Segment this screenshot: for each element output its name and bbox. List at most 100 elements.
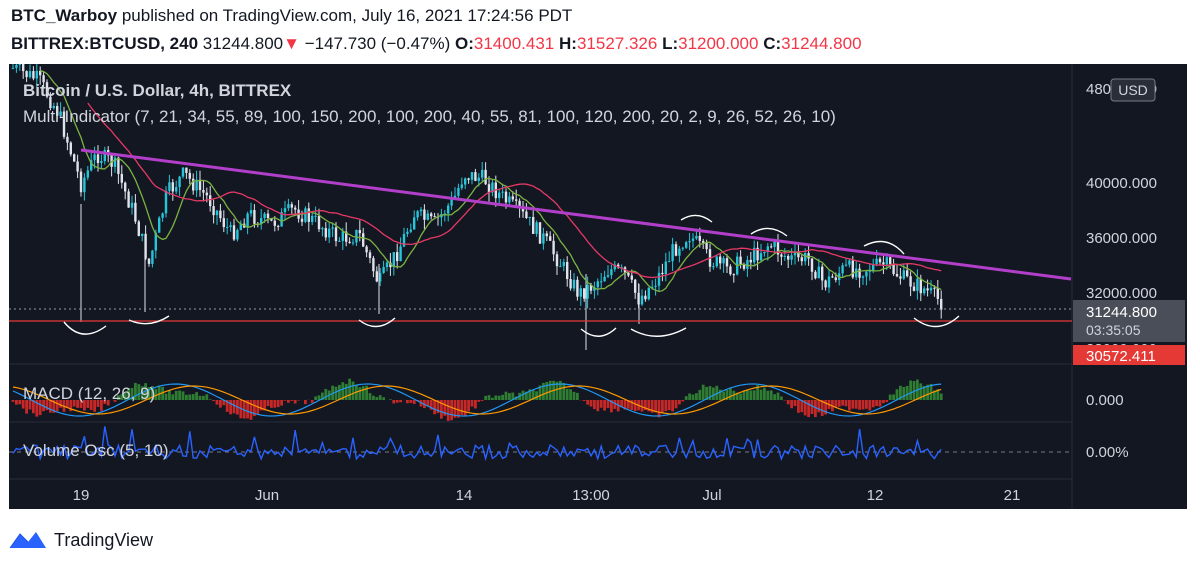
macd-bar <box>287 400 290 403</box>
macd-bar <box>246 400 249 419</box>
macd-bar <box>276 400 280 408</box>
macd-bar <box>130 387 134 400</box>
candle-body <box>209 195 212 207</box>
macd-bar <box>341 382 345 400</box>
candle-body <box>90 160 93 171</box>
macd-bar <box>358 387 362 400</box>
candle-body <box>277 225 280 227</box>
macd-label[interactable]: MACD (12, 26, 9) <box>23 384 156 403</box>
candle-body <box>355 230 358 243</box>
candle-body <box>742 264 746 269</box>
macd-bar <box>253 400 256 417</box>
candle-body <box>865 271 868 277</box>
candle-body <box>283 208 287 213</box>
candle-body <box>341 231 344 241</box>
macd-bar <box>314 396 317 400</box>
candle-body <box>572 279 576 289</box>
price-tick-32000: 32000.000 <box>1086 285 1157 302</box>
candle-body <box>878 258 882 263</box>
macd-bar <box>742 391 746 400</box>
macd-bar <box>202 395 205 400</box>
candle-body <box>83 177 86 193</box>
macd-bar <box>902 387 906 400</box>
candle-body <box>345 231 348 242</box>
macd-bar <box>127 388 130 400</box>
macd-bar <box>304 400 307 405</box>
macd-bar <box>722 391 725 400</box>
candle-body <box>158 217 161 233</box>
chart-title[interactable]: Bitcoin / U.S. Dollar, 4h, BITTREX <box>23 81 292 100</box>
macd-bar <box>229 400 232 415</box>
indicator-label[interactable]: Multi-Indicator (7, 21, 34, 55, 89, 100,… <box>23 107 836 126</box>
publisher-name[interactable]: BTC_Warboy <box>11 6 118 25</box>
footer-brand[interactable]: TradingView <box>8 528 153 552</box>
candle-body <box>759 253 763 261</box>
macd-bar <box>562 382 566 400</box>
macd-bar <box>576 392 579 400</box>
macd-bar <box>266 400 270 407</box>
candle-body <box>834 277 837 280</box>
volume-osc-label[interactable]: Volume Osc (5, 10) <box>23 441 169 460</box>
macd-bar <box>11 400 15 402</box>
candle-body <box>817 266 820 279</box>
macd-bar <box>457 400 460 418</box>
time-tick-jun: Jun <box>255 487 279 504</box>
macd-bar <box>688 393 691 400</box>
macd-bar <box>212 400 215 402</box>
candle-body <box>657 272 661 286</box>
candle-body <box>222 218 225 228</box>
macd-bar <box>678 400 681 405</box>
macd-bar <box>188 394 192 400</box>
candle-body <box>379 272 382 282</box>
candle-body <box>555 254 559 267</box>
macd-bar <box>508 393 511 400</box>
candle-body <box>664 261 667 275</box>
macd-bar <box>525 391 528 400</box>
currency-button-label[interactable]: USD <box>1118 82 1148 98</box>
candle-body <box>770 246 773 248</box>
candle-body <box>96 154 100 164</box>
publish-info: BTC_Warboy published on TradingView.com,… <box>11 6 572 26</box>
macd-bar <box>542 382 545 400</box>
macd-bar <box>494 395 498 400</box>
currency-button[interactable] <box>1110 78 1156 102</box>
macd-bar <box>38 400 42 416</box>
macd-bar <box>460 400 464 416</box>
chart-svg[interactable]: 48000.000 40000.000 36000.000 32000.000 … <box>9 64 1187 509</box>
macd-bar <box>511 392 515 400</box>
candle-body <box>328 228 331 238</box>
macd-bar <box>586 400 589 405</box>
chart-canvas[interactable]: 48000.000 40000.000 36000.000 32000.000 … <box>9 64 1187 509</box>
candle-body <box>498 192 501 199</box>
macd-bar <box>807 400 810 418</box>
macd-bar <box>134 382 137 400</box>
trend-line <box>80 148 1072 281</box>
macd-bar <box>572 391 576 400</box>
macd-bar <box>644 400 647 411</box>
macd-bar <box>382 397 385 400</box>
macd-bar <box>939 393 943 400</box>
candle-body <box>317 215 321 230</box>
macd-bar <box>283 400 287 401</box>
macd-bar <box>837 400 841 407</box>
macd-bar <box>882 400 885 404</box>
candle-body <box>423 209 426 220</box>
candle-body <box>453 195 457 198</box>
macd-bar <box>892 394 895 400</box>
macd-bar <box>293 400 297 404</box>
macd-bar <box>86 400 90 408</box>
candle-body <box>923 288 926 294</box>
candle-body <box>232 225 236 240</box>
candle-body <box>219 210 222 219</box>
candle-body <box>776 241 780 255</box>
candle-body <box>474 172 477 181</box>
macd-bar <box>375 396 379 400</box>
candle-body <box>396 252 399 262</box>
candle-body <box>226 226 229 228</box>
candle-body <box>215 210 219 216</box>
macd-bar <box>803 400 807 416</box>
candle-body <box>511 196 514 200</box>
candle-body <box>691 238 695 241</box>
candle-body <box>753 247 756 263</box>
candle-body <box>892 264 895 275</box>
